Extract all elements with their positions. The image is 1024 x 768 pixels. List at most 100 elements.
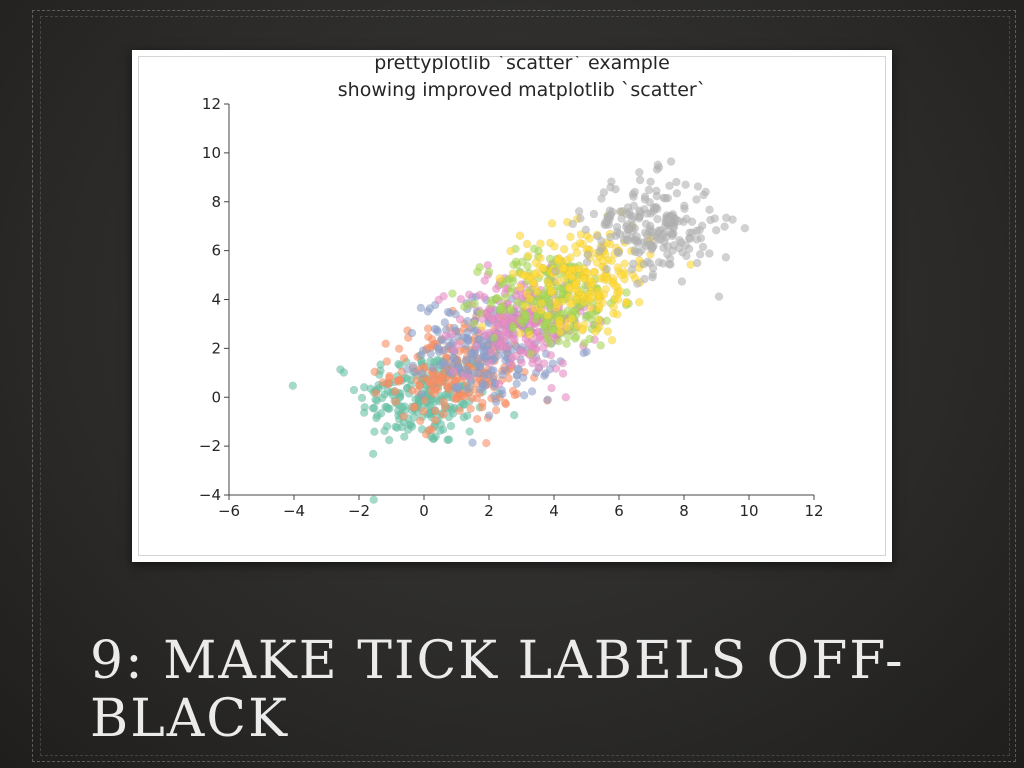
y-tick-label: 8 xyxy=(211,193,221,211)
scatter-point xyxy=(400,432,409,441)
scatter-point xyxy=(530,304,539,313)
scatter-point xyxy=(512,379,521,388)
scatter-point xyxy=(482,438,491,448)
slide-frame-inner xyxy=(40,16,1010,756)
scatter-point xyxy=(491,405,501,415)
scatter-point xyxy=(591,327,600,336)
scatter-point xyxy=(551,297,561,306)
scatter-point xyxy=(568,219,578,229)
scatter-point xyxy=(606,232,615,242)
scatter-point xyxy=(635,297,644,307)
scatter-point xyxy=(500,398,510,408)
scatter-point xyxy=(559,263,569,273)
scatter-point xyxy=(669,223,678,232)
scatter-point xyxy=(579,348,588,358)
x-axis-ticks: −6 −4 −2 0 2 4 6 8 10 12 xyxy=(218,495,824,520)
scatter-point xyxy=(476,308,485,318)
scatter-point xyxy=(430,415,440,425)
scatter-point xyxy=(368,449,378,459)
scatter-point xyxy=(582,257,592,267)
scatter-point xyxy=(390,387,400,396)
scatter-point xyxy=(399,412,408,421)
scatter-point xyxy=(424,378,434,387)
scatter-point xyxy=(448,289,457,298)
scatter-point xyxy=(555,327,565,337)
chart-title: prettyplotlib `scatter` example xyxy=(374,52,670,74)
scatter-point xyxy=(677,277,687,286)
scatter-point xyxy=(416,416,425,426)
scatter-point xyxy=(403,425,413,435)
scatter-point xyxy=(369,403,379,413)
scatter-point xyxy=(583,250,592,259)
y-tick-label: −2 xyxy=(199,437,221,455)
scatter-point xyxy=(524,251,533,260)
scatter-point xyxy=(695,225,704,235)
scatter-point xyxy=(416,303,426,313)
scatter-point xyxy=(453,339,463,349)
scatter-point xyxy=(539,320,548,330)
scatter-point xyxy=(567,314,577,323)
scatter-point xyxy=(507,353,517,363)
scatter-point xyxy=(472,342,481,351)
scatter-point xyxy=(635,168,644,177)
scatter-point xyxy=(484,267,494,277)
scatter-point xyxy=(666,157,676,166)
scatter-point xyxy=(359,408,369,417)
scatter-point xyxy=(629,212,639,221)
scatter-point xyxy=(598,256,608,265)
scatter-point xyxy=(403,365,412,374)
scatter-point xyxy=(394,344,404,353)
scatter-point xyxy=(434,377,444,386)
scatter-point xyxy=(382,357,392,366)
scatter-point xyxy=(508,335,517,344)
scatter-point xyxy=(439,410,448,419)
y-tick-label: 4 xyxy=(211,291,221,309)
x-tick-label: 4 xyxy=(549,502,559,520)
scatter-point xyxy=(489,366,498,375)
scatter-point xyxy=(576,214,585,223)
scatter-point xyxy=(371,388,381,398)
scatter-point xyxy=(503,342,512,352)
scatter-point xyxy=(492,321,502,330)
scatter-point xyxy=(515,231,525,240)
scatter-point xyxy=(526,349,536,358)
scatter-point xyxy=(449,366,458,376)
scatter-point xyxy=(455,315,465,324)
scatter-point xyxy=(541,369,550,378)
scatter-point xyxy=(684,244,694,254)
scatter-point xyxy=(402,374,412,383)
scatter-point xyxy=(486,347,496,357)
scatter-point xyxy=(506,306,515,315)
y-tick-label: 2 xyxy=(211,339,221,357)
scatter-point xyxy=(453,382,463,391)
scatter-point xyxy=(547,219,557,228)
scatter-point xyxy=(465,427,474,436)
scatter-point xyxy=(486,299,496,309)
scatter-point xyxy=(711,225,721,235)
scatter-point xyxy=(480,276,489,285)
scatter-point xyxy=(722,213,731,223)
scatter-point xyxy=(597,236,606,246)
scatter-point xyxy=(607,335,617,345)
scatter-point xyxy=(648,263,658,273)
scatter-point xyxy=(463,384,472,393)
scatter-point xyxy=(349,385,359,395)
scatter-point xyxy=(509,410,519,420)
scatter-point xyxy=(500,293,510,302)
x-tick-label: −4 xyxy=(283,502,305,520)
scatter-point xyxy=(640,228,650,237)
scatter-point xyxy=(692,195,701,204)
scatter-point xyxy=(428,363,438,373)
scatter-point xyxy=(522,239,532,249)
scatter-point xyxy=(474,369,483,378)
scatter-point xyxy=(521,301,530,311)
scatter-point xyxy=(663,242,672,251)
scatter-point xyxy=(682,251,691,261)
scatter-point xyxy=(607,256,616,266)
x-tick-label: 2 xyxy=(484,502,494,520)
scatter-point xyxy=(705,205,714,214)
scatter-point xyxy=(446,421,456,431)
scatter-point xyxy=(518,373,528,383)
scatter-point xyxy=(498,370,507,380)
scatter-points xyxy=(288,157,750,504)
